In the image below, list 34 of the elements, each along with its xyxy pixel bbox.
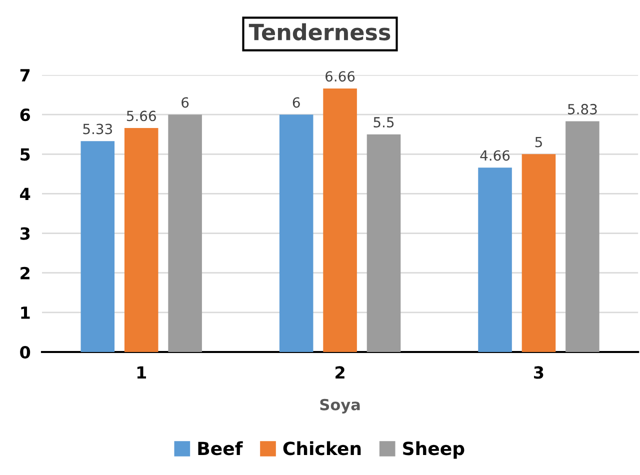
bar	[566, 121, 600, 352]
y-tick-label: 1	[21, 306, 30, 319]
y-tick-label: 4	[20, 188, 30, 200]
y-tick-label: 0	[20, 346, 30, 359]
x-tick-label: 3	[534, 366, 544, 379]
x-axis-title: Soya	[320, 398, 360, 414]
y-tick-label: 2	[20, 266, 30, 280]
data-label: 5.83	[568, 104, 597, 114]
bar	[478, 168, 512, 352]
legend-label: Sheep	[403, 441, 464, 459]
bar	[323, 88, 357, 352]
bar	[168, 114, 202, 352]
legend-label: Beef	[198, 441, 243, 456]
legend-label: Chicken	[283, 441, 361, 456]
data-label: 5.5	[374, 117, 394, 128]
bar	[522, 154, 556, 352]
data-label: 5	[535, 136, 542, 148]
data-label: 6	[182, 97, 189, 108]
data-label: 5.66	[126, 110, 156, 122]
y-tick-label: 6	[20, 108, 30, 122]
bar	[366, 134, 401, 352]
chart-title: Tenderness	[248, 23, 390, 40]
y-tick-label: 3	[20, 227, 30, 240]
x-tick-label: 1	[137, 366, 146, 379]
data-label: 6	[292, 97, 300, 108]
data-label: 6.66	[326, 71, 355, 82]
y-tick-label: 5	[20, 148, 30, 161]
data-label: 4.66	[480, 150, 510, 161]
bar	[80, 141, 115, 352]
bar	[279, 114, 314, 352]
y-tick-label: 7	[20, 69, 30, 82]
data-label: 5.33	[83, 124, 112, 134]
x-tick-label: 2	[336, 366, 344, 379]
bar	[124, 128, 158, 352]
